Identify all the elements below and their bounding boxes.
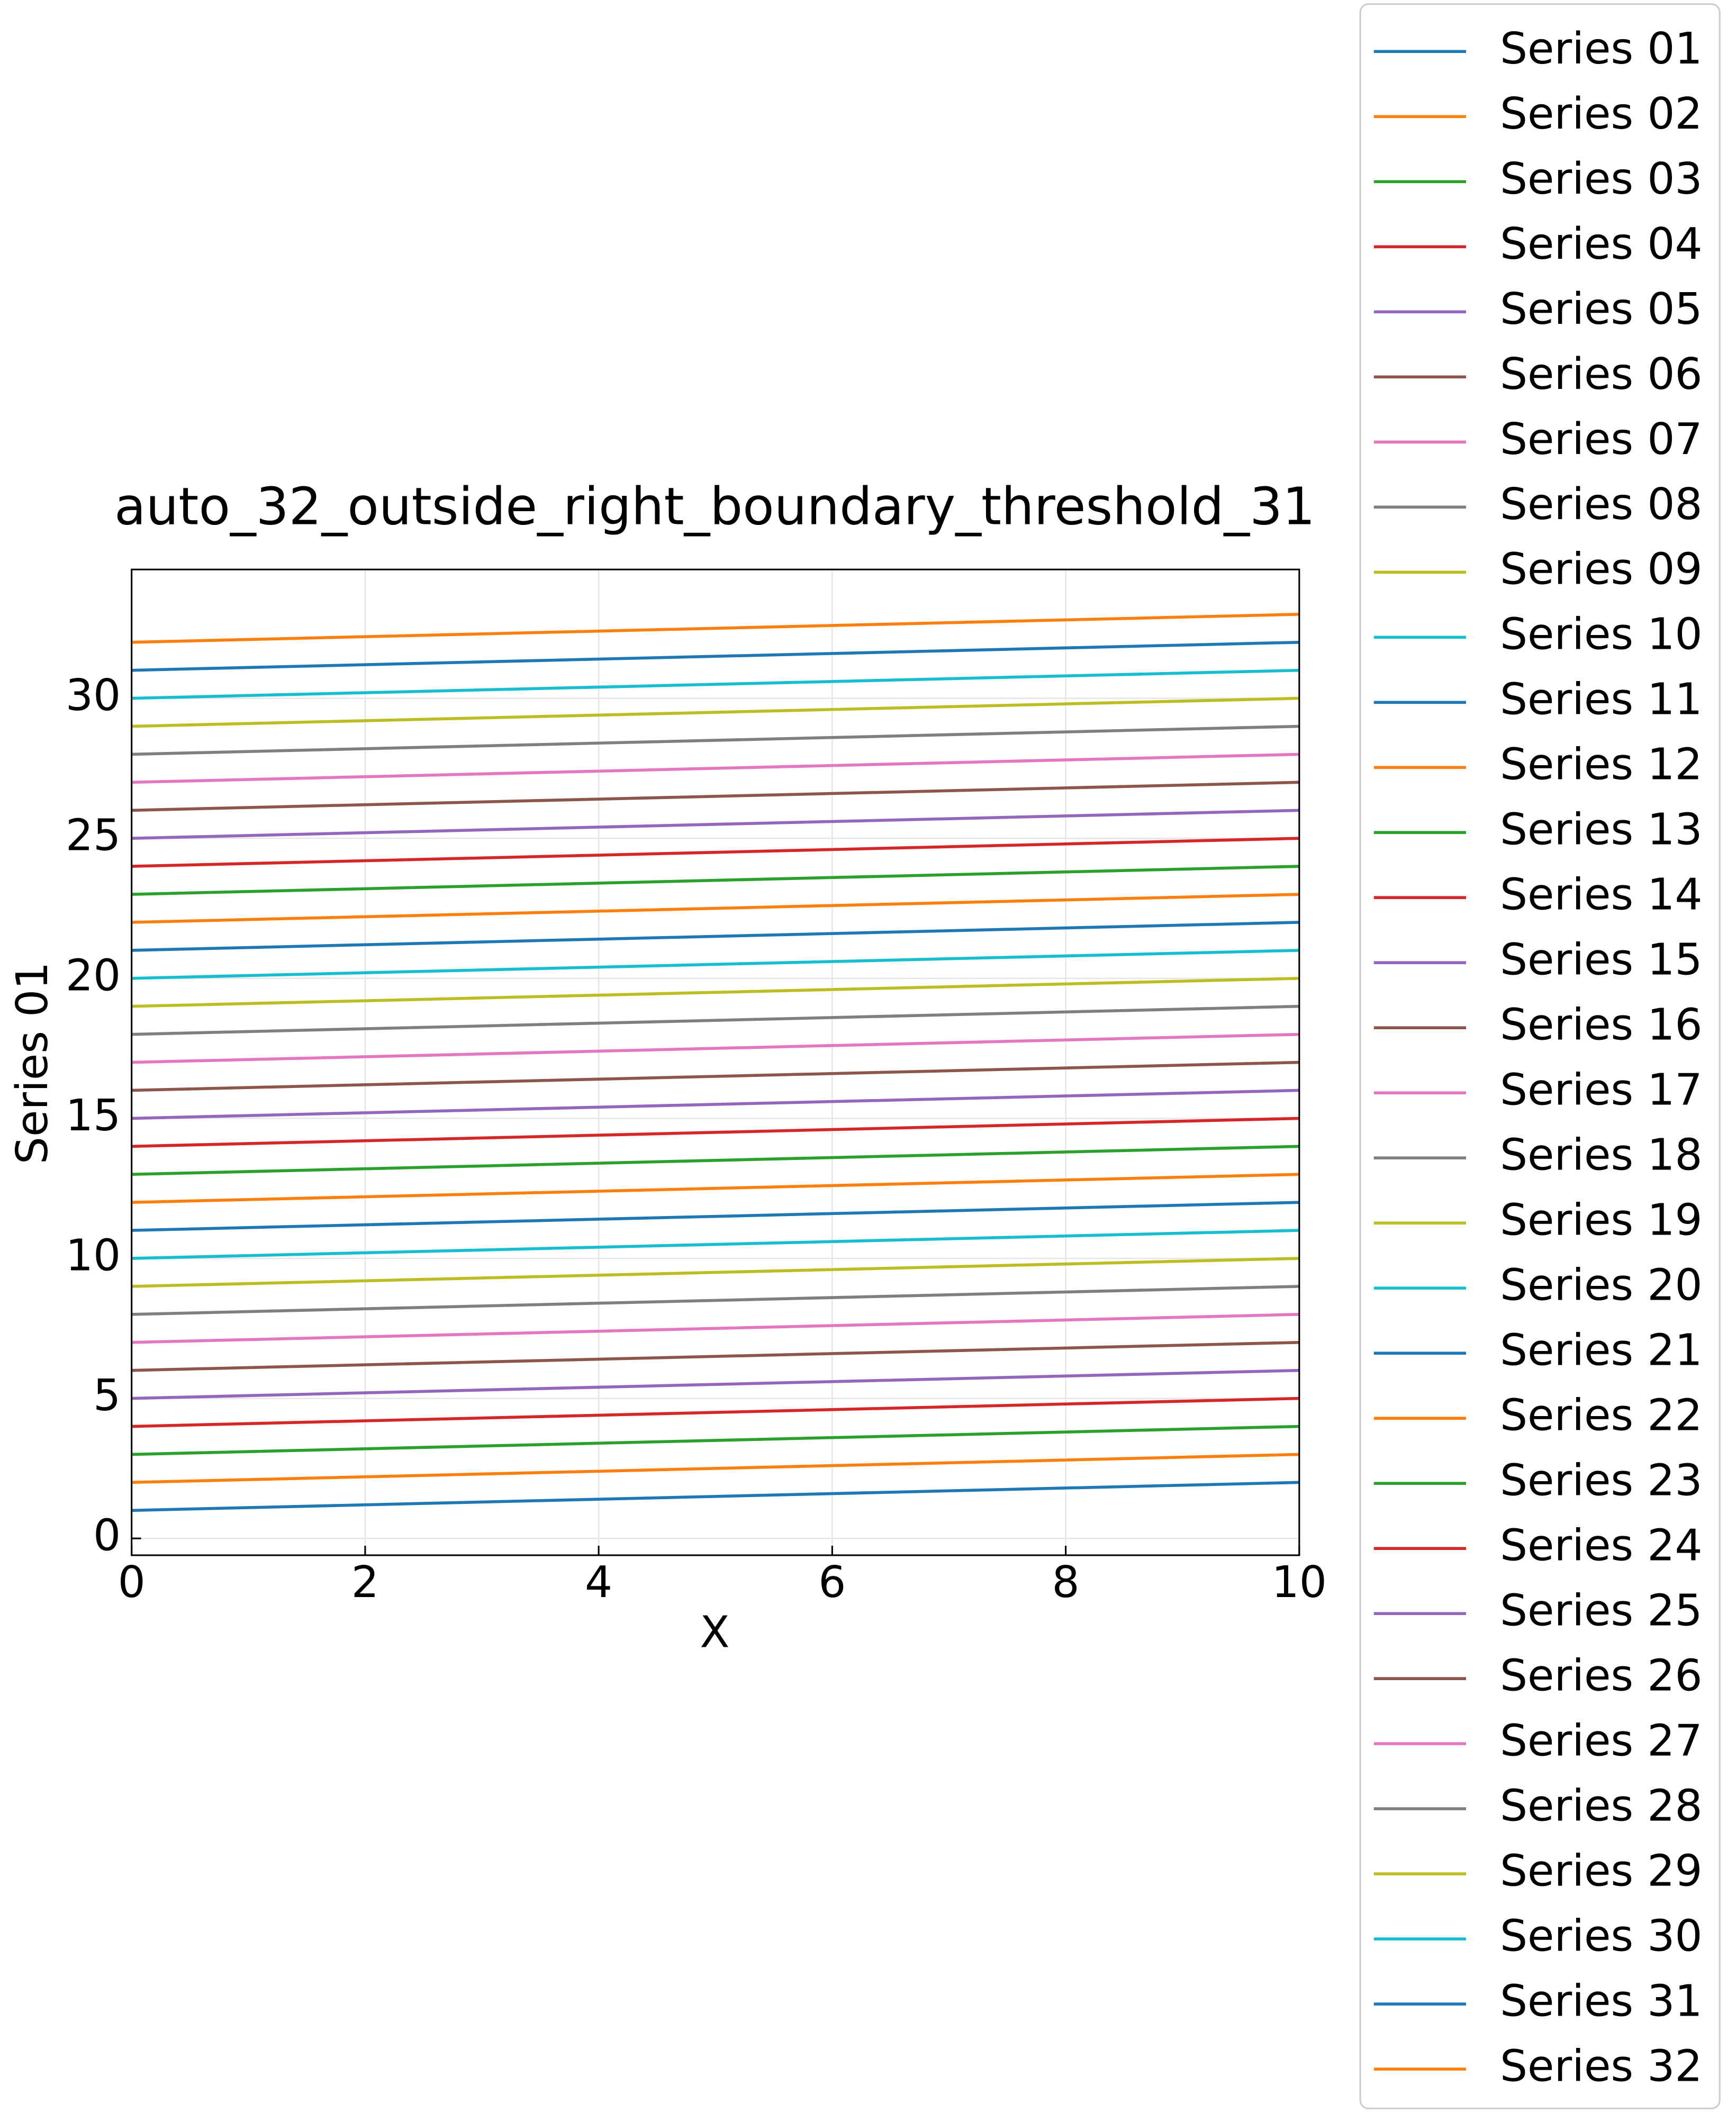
legend-box [1359,3,1721,2109]
legend-label: Series 15 [1500,935,1703,985]
series-line [131,1453,1299,1484]
series-line [131,613,1299,644]
legend-label: Series 18 [1500,1130,1703,1181]
series-line [131,1313,1299,1344]
plot-frame [131,568,1300,1556]
y-tick-label: 15 [66,1091,121,1141]
series-line [131,865,1299,896]
series-line [131,976,1299,1008]
legend-label: Series 03 [1500,154,1703,204]
legend-label: Series 27 [1500,1716,1703,1766]
legend-label: Series 24 [1500,1521,1703,1571]
legend-label: Series 14 [1500,870,1703,920]
series-line [131,752,1299,784]
legend-label: Series 11 [1500,675,1703,725]
x-tick-label: 8 [1052,1557,1079,1608]
y-tick-label: 20 [66,950,121,1001]
series-line [131,1229,1299,1260]
x-tick-label: 2 [351,1557,379,1608]
series-line [131,893,1299,924]
chart-title: auto_32_outside_right_boundary_threshold… [114,476,1315,536]
legend-label: Series 23 [1500,1456,1703,1506]
x-axis-label: X [700,1608,729,1658]
legend-label: Series 09 [1500,545,1703,595]
x-tick-label: 6 [818,1557,846,1608]
legend-label: Series 12 [1500,740,1703,790]
series-line [131,724,1299,756]
series-line [131,696,1299,728]
series-line [131,1340,1299,1372]
series-line [131,640,1299,672]
x-tick-label: 4 [585,1557,612,1608]
series-line [131,1257,1299,1288]
series-line [131,1004,1299,1036]
series-line [131,1481,1299,1512]
series-line [131,1201,1299,1232]
legend-label: Series 20 [1500,1260,1703,1311]
series-line [131,949,1299,980]
legend-label: Series 07 [1500,414,1703,465]
legend-label: Series 22 [1500,1391,1703,1441]
y-tick-label: 5 [93,1371,121,1421]
legend-label: Series 08 [1500,479,1703,530]
series-line [131,1425,1299,1456]
series-line [131,1368,1299,1400]
y-tick-label: 0 [93,1511,121,1561]
y-tick-label: 25 [66,811,121,861]
series-line [131,1032,1299,1064]
y-tick-label: 30 [66,670,121,721]
series-line [131,1396,1299,1428]
series-line [131,668,1299,700]
legend-label: Series 26 [1500,1651,1703,1701]
y-axis-label: Series 01 [7,962,58,1165]
legend-label: Series 04 [1500,219,1703,269]
series-line [131,837,1299,868]
legend-label: Series 29 [1500,1846,1703,1897]
legend-label: Series 25 [1500,1586,1703,1636]
legend-label: Series 10 [1500,610,1703,660]
legend-label: Series 01 [1500,24,1703,74]
legend-label: Series 02 [1500,89,1703,139]
legend-label: Series 30 [1500,1911,1703,1962]
legend-label: Series 05 [1500,284,1703,334]
series-line [131,1173,1299,1204]
x-tick-label: 10 [1272,1557,1327,1608]
series-line [131,1145,1299,1176]
series-line [131,1060,1299,1092]
legend-label: Series 19 [1500,1195,1703,1246]
legend-label: Series 28 [1500,1781,1703,1831]
legend-label: Series 21 [1500,1326,1703,1376]
legend-label: Series 17 [1500,1065,1703,1116]
series-line [131,921,1299,952]
legend-label: Series 16 [1500,1000,1703,1050]
series-line [131,1117,1299,1148]
series-line [131,781,1299,812]
series-line [131,1089,1299,1120]
legend-label: Series 13 [1500,805,1703,855]
legend-label: Series 31 [1500,1976,1703,2027]
legend-label: Series 06 [1500,349,1703,400]
x-tick-label: 0 [118,1557,146,1608]
y-tick-label: 10 [66,1230,121,1281]
legend-label: Series 32 [1500,2042,1703,2092]
series-line [131,1285,1299,1316]
series-line [131,809,1299,840]
